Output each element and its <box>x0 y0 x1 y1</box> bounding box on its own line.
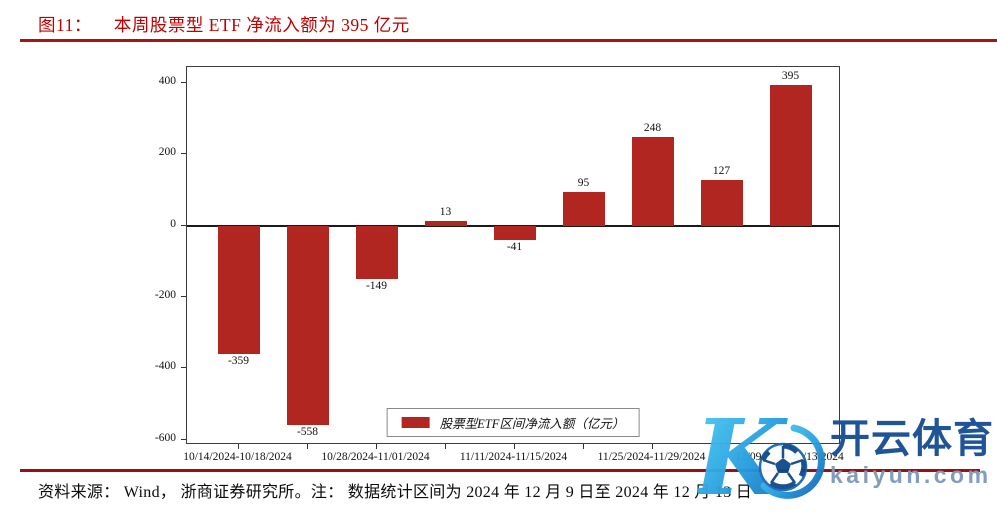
y-tick-label: 0 <box>170 217 176 230</box>
bar-value-label: -558 <box>296 425 319 438</box>
legend-label: 股票型ETF区间净流入额（亿元） <box>439 417 625 431</box>
bar-6 <box>631 137 674 226</box>
logo-swirl <box>760 424 825 499</box>
figure-title: 图11： 本周股票型 ETF 净流入额为 395 亿元 <box>38 12 410 37</box>
bar-4 <box>493 225 536 241</box>
x-tick-mark <box>582 444 584 449</box>
bar-value-label: 13 <box>439 206 452 219</box>
y-tick-label: -200 <box>154 289 176 301</box>
source-note: 资料来源： Wind， 浙商证券研究所。注： 数据统计区间为 2024 年 12… <box>38 484 753 501</box>
x-tick-label: 11/11/2024-11/15/2024 <box>459 451 568 463</box>
bar-2 <box>355 225 398 279</box>
kaiyun-watermark: K 开云体育 kaiyun.com <box>691 396 997 515</box>
x-tick-mark <box>444 444 446 449</box>
bar-value-label: -359 <box>227 354 250 367</box>
x-tick-label: 11/25/2024-11/29/2024 <box>597 451 706 463</box>
x-tick-mark <box>651 444 653 449</box>
y-tick-label: -400 <box>154 360 176 373</box>
y-tick-mark <box>181 367 186 369</box>
y-tick-label: 200 <box>158 146 176 159</box>
y-tick-label: 400 <box>158 75 176 87</box>
x-tick-mark <box>237 444 239 449</box>
chart-legend: 股票型ETF区间净流入额（亿元） <box>386 408 640 437</box>
bar-0 <box>217 225 260 354</box>
bar-8 <box>769 84 812 226</box>
kaiyun-text-block: 开云体育 kaiyun.com <box>830 418 997 488</box>
x-tick-mark <box>513 444 515 449</box>
kaiyun-logo: K <box>691 396 843 515</box>
bar-value-label: 395 <box>781 69 800 82</box>
bar-value-label: -149 <box>365 279 388 292</box>
y-tick-mark <box>181 438 186 440</box>
bar-value-label: 127 <box>712 165 731 178</box>
x-tick-mark <box>720 444 722 449</box>
figure-title-text: 本周股票型 ETF 净流入额为 395 亿元 <box>113 15 410 35</box>
y-tick-mark <box>181 296 186 297</box>
kaiyun-k-soccer-icon: K <box>691 396 825 515</box>
x-tick-label: 10/14/2024-10/18/2024 <box>183 451 292 463</box>
bar-value-label: 248 <box>643 122 662 135</box>
x-tick-mark <box>375 444 377 449</box>
bar-5 <box>562 191 605 226</box>
x-tick-mark <box>306 444 308 449</box>
y-tick-mark <box>181 224 186 226</box>
footer-rule <box>20 469 980 472</box>
bar-7 <box>700 180 743 226</box>
kaiyun-domain: kaiyun.com <box>830 462 992 488</box>
bar-value-label: 95 <box>577 176 590 189</box>
soccer-ball-icon <box>758 442 808 492</box>
bar-value-label: -41 <box>506 241 523 254</box>
y-tick-mark <box>181 153 186 155</box>
x-tick-label: 10/28/2024-11/01/2024 <box>321 451 430 463</box>
legend-swatch <box>401 417 430 428</box>
figure-number: 图11： <box>38 15 92 35</box>
kaiyun-brand-name: 开云体育 <box>830 417 994 461</box>
bar-3 <box>424 221 467 226</box>
plot-area: 股票型ETF区间净流入额（亿元） -359 -558 -149 13 -41 95 248 1… <box>186 66 840 444</box>
y-tick-mark <box>181 82 186 83</box>
title-rule <box>20 39 997 42</box>
y-tick-label: -600 <box>154 431 176 444</box>
bar-1 <box>286 225 329 425</box>
